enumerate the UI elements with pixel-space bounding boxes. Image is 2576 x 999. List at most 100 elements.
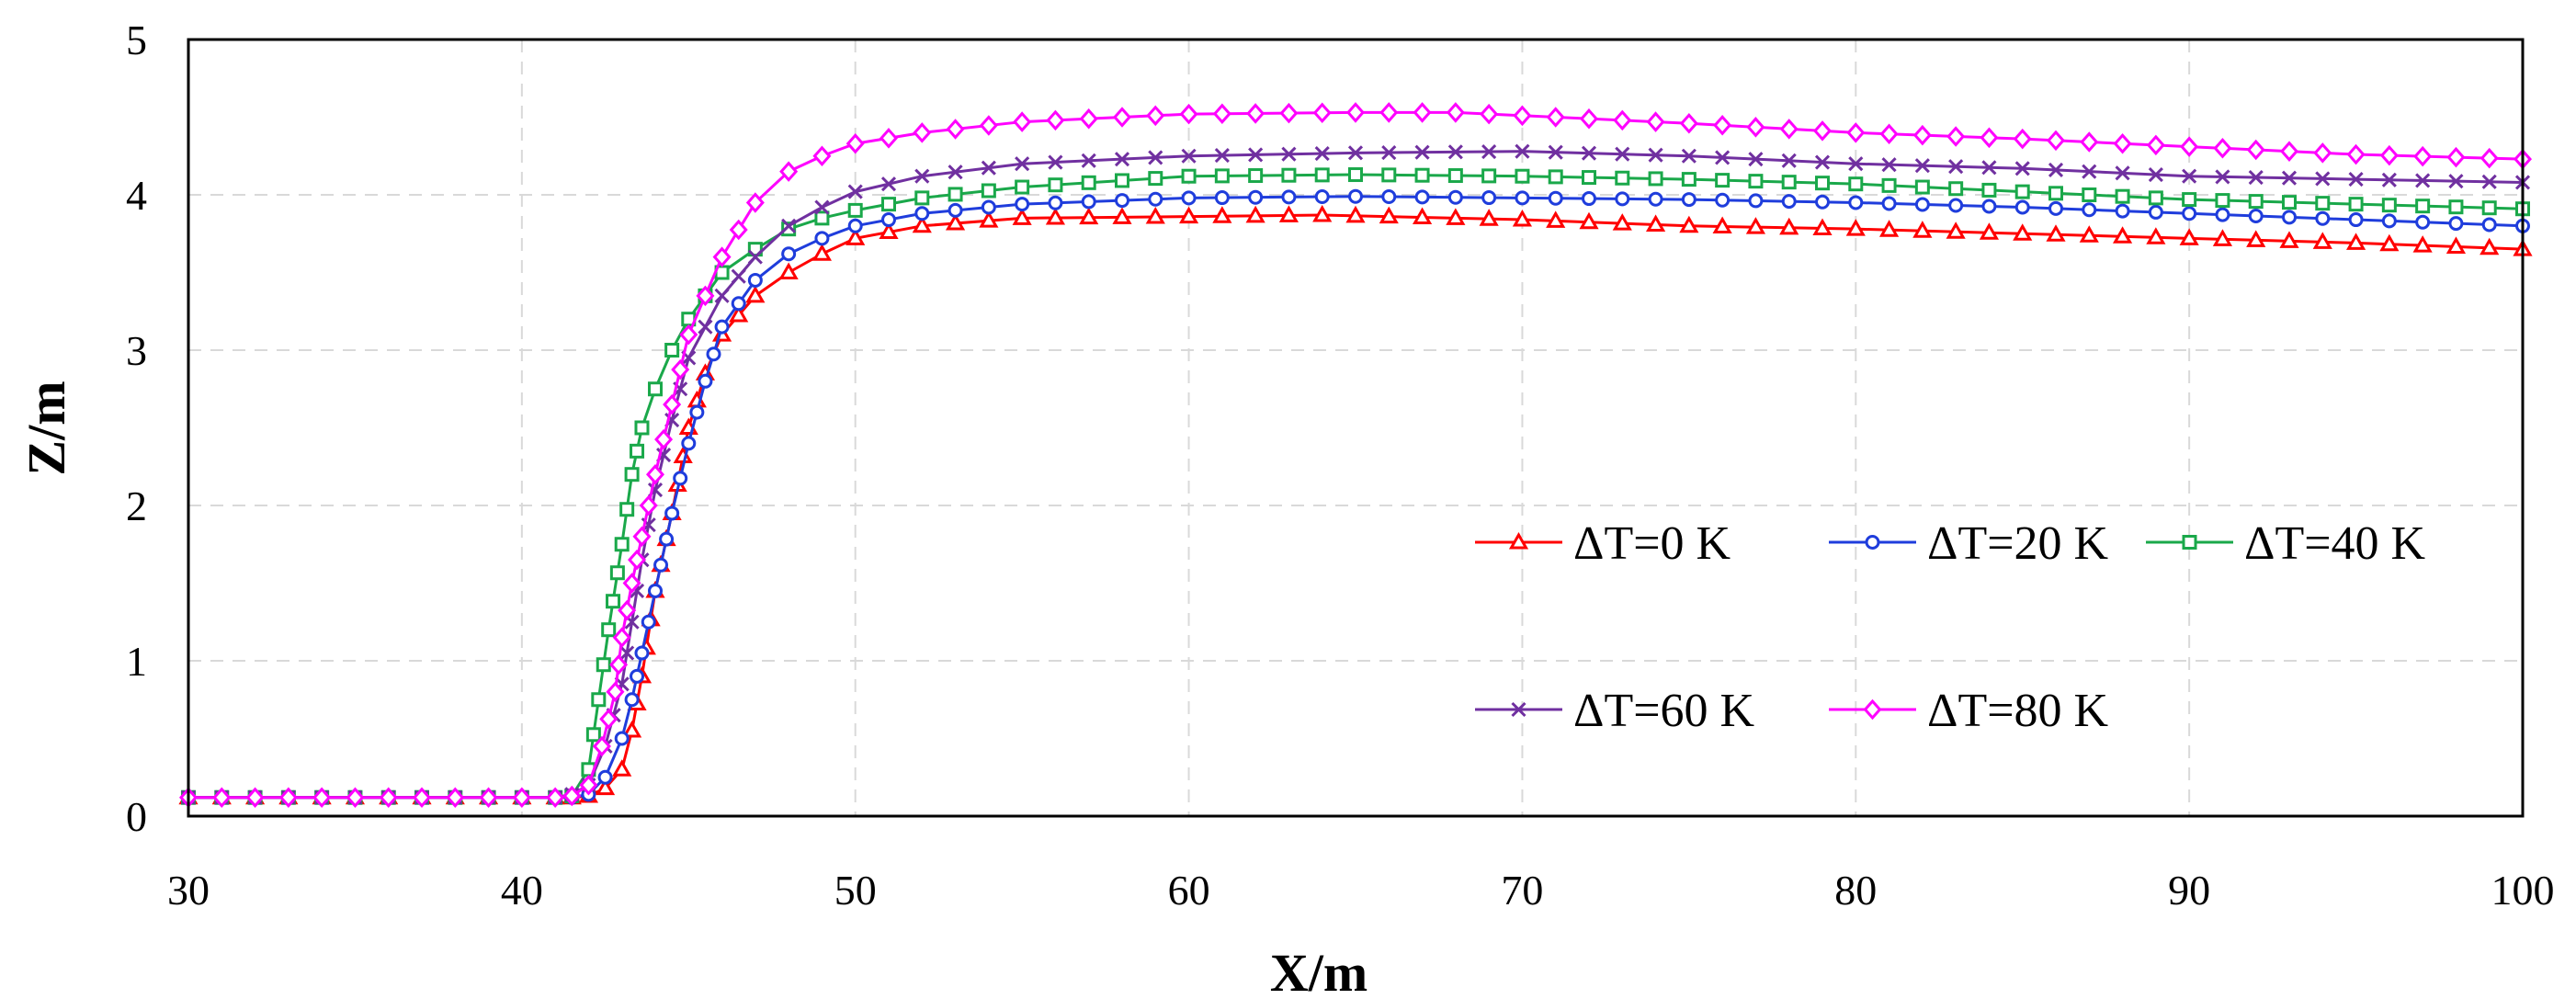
data-point [1981, 160, 1997, 176]
data-point [2182, 192, 2197, 208]
data-point [981, 160, 996, 176]
data-point [2048, 200, 2063, 216]
data-point [1582, 191, 1596, 207]
data-point [2013, 223, 2033, 241]
series-3 [180, 143, 2531, 805]
data-point [781, 221, 797, 237]
data-point [1148, 150, 1163, 165]
data-point [2448, 174, 2464, 189]
data-point [1848, 176, 1864, 192]
data-point [814, 231, 830, 246]
data-point [1615, 170, 1630, 186]
data-point [948, 202, 963, 218]
legend: ΔT=0 K ΔT=20 K ΔT=40 K ΔT=60 K ΔT=80 K [1475, 517, 2426, 737]
data-point [945, 212, 966, 231]
data-point [446, 787, 465, 808]
data-point [1579, 211, 1599, 230]
data-point [2182, 206, 2197, 221]
data-point [2282, 195, 2297, 210]
data-point [1715, 192, 1731, 208]
grid-lines [188, 40, 2523, 816]
data-point [847, 184, 863, 199]
data-point [914, 206, 930, 221]
data-point [1713, 115, 1732, 136]
data-point [1981, 182, 1997, 198]
data-point [696, 285, 715, 307]
y-tick-label: 2 [126, 482, 147, 529]
data-point [1781, 175, 1797, 190]
x-tick-label: 50 [834, 867, 877, 914]
data-point [645, 463, 665, 485]
data-point [1112, 207, 1132, 224]
data-point [781, 246, 797, 262]
data-point [1548, 144, 1563, 160]
data-point [2215, 207, 2230, 222]
data-point [1278, 205, 1299, 222]
data-point [1712, 216, 1732, 233]
data-point [881, 197, 896, 212]
data-point [1148, 191, 1163, 207]
data-point [1582, 170, 1596, 186]
data-point [634, 420, 650, 436]
data-point [880, 176, 897, 192]
data-point [1612, 213, 1632, 231]
data-point [653, 557, 669, 573]
data-point [1114, 152, 1130, 167]
data-point [731, 296, 746, 312]
data-point [1881, 177, 1897, 193]
data-point [592, 735, 611, 757]
data-point [2212, 229, 2233, 246]
data-point [2381, 198, 2397, 213]
data-point [1248, 189, 1264, 205]
data-point [624, 692, 640, 708]
data-point [606, 594, 621, 609]
y-tick-label: 3 [126, 327, 147, 374]
data-point [847, 218, 863, 233]
data-point [1914, 197, 1930, 212]
data-point [1648, 171, 1663, 187]
plot-frame [187, 38, 2525, 818]
data-point [1715, 150, 1731, 165]
data-point [1481, 190, 1497, 206]
data-point [1314, 145, 1330, 162]
data-point [2480, 147, 2499, 169]
data-point [2180, 136, 2199, 157]
data-point [1515, 190, 1530, 206]
data-point [412, 787, 432, 808]
data-point [1579, 108, 1599, 130]
data-point [1348, 167, 1363, 183]
data-point [630, 668, 645, 684]
data-point [881, 212, 896, 228]
data-point [1015, 179, 1030, 195]
data-point [845, 228, 866, 245]
data-point [2113, 132, 2132, 154]
data-point [278, 787, 298, 808]
data-point [2246, 139, 2265, 161]
series-2 [181, 167, 2530, 805]
data-point [2379, 144, 2399, 166]
data-point [2046, 224, 2066, 242]
data-point [1480, 103, 1499, 125]
data-point [1781, 194, 1797, 210]
data-point [1381, 144, 1397, 161]
data-point [2213, 138, 2232, 159]
data-point [1748, 174, 1764, 189]
data-point [2082, 202, 2097, 218]
data-point [2215, 169, 2230, 185]
y-tick-label: 4 [126, 172, 147, 219]
x-tick-label: 80 [1834, 867, 1877, 914]
data-point [698, 373, 713, 389]
data-point [2013, 128, 2032, 150]
data-point [1548, 190, 1563, 206]
series-4 [178, 102, 2533, 808]
data-point [2381, 172, 2397, 187]
data-point [1946, 221, 1966, 239]
legend-marker-symbol [1511, 701, 1526, 718]
data-point [1981, 199, 1997, 214]
data-point [1312, 204, 1333, 222]
data-point [1212, 206, 1232, 223]
x-tick-label: 70 [1501, 867, 1543, 914]
data-point [1648, 147, 1663, 163]
data-point [1815, 194, 1830, 210]
data-point [628, 549, 647, 571]
